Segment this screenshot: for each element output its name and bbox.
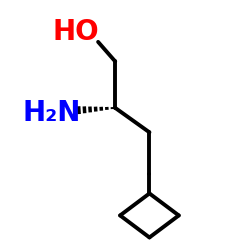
Text: HO: HO	[53, 18, 100, 46]
Text: H₂N: H₂N	[22, 99, 81, 127]
